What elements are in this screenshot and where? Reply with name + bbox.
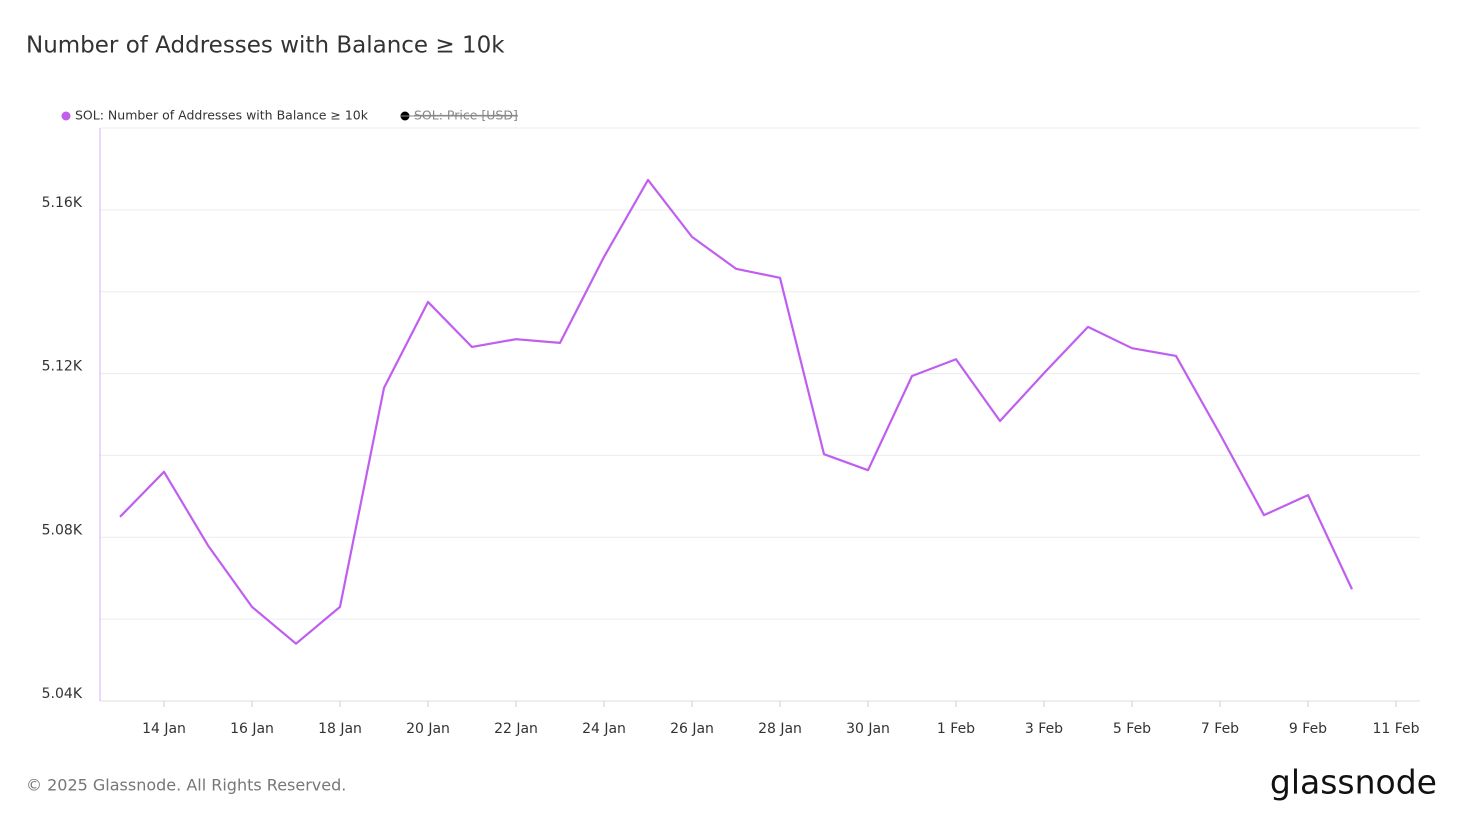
x-tick-label: 16 Jan bbox=[230, 721, 274, 737]
chart-title: Number of Addresses with Balance ≥ 10k bbox=[26, 33, 505, 59]
logo: glassnode bbox=[1270, 763, 1437, 802]
y-tick-label: 5.04K bbox=[42, 686, 83, 702]
data-line bbox=[119, 178, 1353, 645]
x-tick-label: 3 Feb bbox=[1025, 721, 1063, 737]
x-tick-label: 22 Jan bbox=[494, 721, 538, 737]
x-tick-label: 5 Feb bbox=[1113, 721, 1151, 737]
legend-marker bbox=[61, 111, 71, 121]
x-tick-label: 18 Jan bbox=[318, 721, 362, 737]
x-tick-label: 24 Jan bbox=[582, 721, 626, 737]
y-tick-label: 5.12K bbox=[42, 359, 83, 375]
x-tick-label: 9 Feb bbox=[1289, 721, 1327, 737]
footer: © 2025 Glassnode. All Rights Reserved. bbox=[26, 776, 346, 795]
legend-label[interactable]: SOL: Number of Addresses with Balance ≥ … bbox=[75, 108, 369, 123]
x-tick-label: 1 Feb bbox=[937, 721, 975, 737]
x-tick-label: 30 Jan bbox=[846, 721, 890, 737]
x-tick-label: 26 Jan bbox=[670, 721, 714, 737]
y-tick-label: 5.08K bbox=[42, 522, 83, 538]
legend-label[interactable]: SOL: Price [USD] bbox=[414, 108, 518, 123]
x-tick-label: 20 Jan bbox=[406, 721, 450, 737]
x-tick-label: 28 Jan bbox=[758, 721, 802, 737]
x-tick-label: 11 Feb bbox=[1372, 721, 1419, 737]
y-tick-label: 5.16K bbox=[42, 195, 83, 211]
x-tick-label: 7 Feb bbox=[1201, 721, 1239, 737]
x-tick-label: 14 Jan bbox=[142, 721, 186, 737]
